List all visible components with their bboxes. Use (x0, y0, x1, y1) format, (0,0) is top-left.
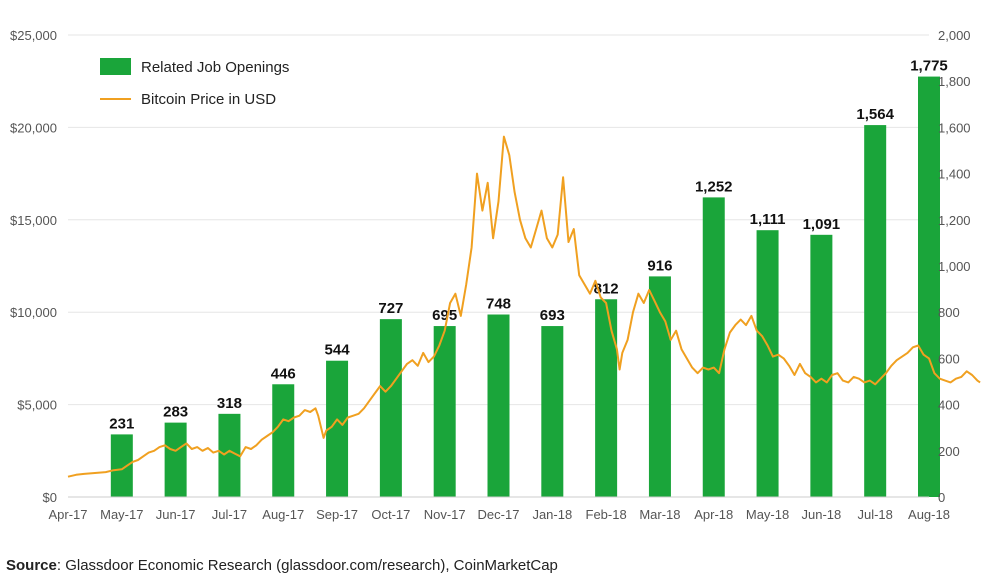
x-tick-label: May-17 (100, 507, 143, 522)
right-tick-label: 1,000 (938, 259, 971, 274)
x-axis-ticks: Apr-17 May-17 Jun-17 Jul-17 Aug-17 Sep-17 Oct-… (48, 507, 949, 522)
right-tick-label: 800 (938, 305, 960, 320)
x-tick-label: Aug-17 (262, 507, 304, 522)
x-tick-label: Jun-17 (156, 507, 196, 522)
x-tick-label: Jan-18 (532, 507, 572, 522)
bar-value-label: 446 (271, 365, 296, 382)
right-tick-label: 1,600 (938, 120, 971, 135)
right-tick-label: 600 (938, 351, 960, 366)
x-tick-label: Aug-18 (908, 507, 950, 522)
legend-bar-swatch (100, 58, 131, 75)
left-tick-label: $25,000 (10, 28, 57, 43)
bar-value-label: 693 (540, 307, 565, 324)
left-tick-label: $20,000 (10, 120, 57, 135)
x-tick-label: May-18 (746, 507, 789, 522)
right-axis-ticks: 0 200 400 600 800 1,000 1,200 1,400 1,600 1,800 2,… (938, 28, 971, 505)
x-tick-label: Oct-17 (371, 507, 410, 522)
bar-value-label: 1,775 (910, 58, 948, 75)
bar-value-label: 748 (486, 296, 511, 313)
right-tick-label: 1,200 (938, 213, 971, 228)
bar (272, 384, 295, 497)
right-tick-label: 0 (938, 490, 945, 505)
left-tick-label: $15,000 (10, 213, 57, 228)
bar-series (110, 76, 940, 497)
bar (326, 360, 349, 497)
bar-value-label: 916 (647, 257, 672, 274)
bar (864, 125, 887, 497)
x-tick-label: Jun-18 (802, 507, 842, 522)
right-tick-label: 200 (938, 444, 960, 459)
bar-value-label: 231 (109, 415, 134, 432)
bar-value-label: 1,091 (803, 216, 841, 233)
right-tick-label: 1,400 (938, 167, 971, 182)
left-tick-label: $5,000 (17, 398, 57, 413)
x-tick-label: Apr-17 (48, 507, 87, 522)
bar (810, 234, 833, 497)
x-tick-label: Mar-18 (639, 507, 680, 522)
right-tick-label: 400 (938, 398, 960, 413)
bar-value-label: 695 (432, 307, 457, 324)
bar-value-label: 727 (378, 300, 403, 317)
bar (541, 326, 564, 497)
source-note: Source: Glassdoor Economic Research (gla… (6, 557, 558, 574)
x-tick-label: Nov-17 (424, 507, 466, 522)
bar (218, 413, 241, 497)
gridlines (68, 34, 929, 406)
bar (110, 434, 133, 497)
bar (756, 230, 779, 497)
legend-bar-label: Related Job Openings (141, 59, 289, 76)
bar (918, 76, 940, 497)
left-tick-label: $10,000 (10, 305, 57, 320)
bar (487, 314, 510, 497)
bar-value-label: 544 (325, 342, 351, 359)
x-tick-label: Sep-17 (316, 507, 358, 522)
right-tick-label: 1,800 (938, 74, 971, 89)
left-tick-label: $0 (43, 490, 57, 505)
legend-line-label: Bitcoin Price in USD (141, 91, 276, 108)
bar-value-label: 318 (217, 395, 242, 412)
source-label: Source (6, 557, 57, 574)
x-tick-label: Dec-17 (478, 507, 520, 522)
legend: Related Job Openings Bitcoin Price in US… (100, 58, 289, 108)
left-axis-ticks: $0 $5,000 $10,000 $15,000 $20,000 $25,000 (10, 28, 57, 505)
bar-value-label: 1,564 (856, 106, 894, 123)
x-tick-label: Jul-17 (212, 507, 247, 522)
bar-value-label: 1,252 (695, 178, 733, 195)
x-tick-label: Apr-18 (694, 507, 733, 522)
bar (595, 299, 618, 497)
bar-value-label: 283 (163, 404, 188, 421)
bar (648, 276, 671, 497)
source-text: : Glassdoor Economic Research (glassdoor… (56, 557, 558, 574)
x-tick-label: Jul-18 (857, 507, 892, 522)
bar (379, 319, 402, 497)
bar-value-label: 1,111 (750, 211, 786, 228)
bar (164, 422, 187, 497)
bar (702, 197, 725, 497)
bar (433, 326, 456, 497)
right-tick-label: 2,000 (938, 28, 971, 43)
x-tick-label: Feb-18 (586, 507, 627, 522)
bitcoin-price-line (67, 135, 981, 478)
